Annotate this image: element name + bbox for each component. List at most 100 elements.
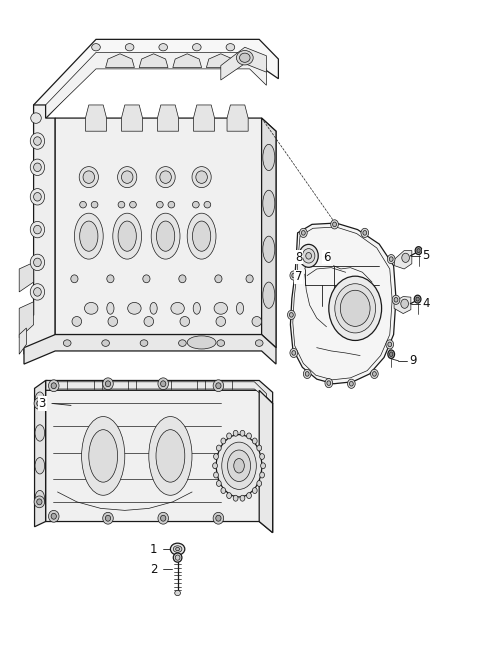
Ellipse shape [173, 553, 182, 562]
Ellipse shape [306, 253, 312, 259]
Ellipse shape [108, 316, 118, 327]
Ellipse shape [173, 546, 182, 552]
Ellipse shape [327, 380, 331, 385]
Ellipse shape [240, 430, 245, 436]
Text: 6: 6 [323, 251, 330, 264]
Ellipse shape [215, 275, 222, 283]
Ellipse shape [348, 379, 355, 388]
Ellipse shape [387, 255, 395, 264]
Ellipse shape [36, 400, 42, 406]
Ellipse shape [217, 340, 225, 346]
Ellipse shape [226, 43, 235, 51]
Ellipse shape [171, 302, 184, 314]
Ellipse shape [233, 495, 238, 501]
Polygon shape [394, 297, 411, 314]
Polygon shape [19, 328, 26, 354]
Ellipse shape [63, 340, 71, 346]
Ellipse shape [363, 231, 367, 235]
Polygon shape [139, 54, 168, 68]
Ellipse shape [92, 43, 100, 51]
Ellipse shape [30, 159, 45, 175]
Polygon shape [46, 52, 266, 118]
Ellipse shape [113, 213, 142, 259]
Ellipse shape [107, 302, 114, 314]
Ellipse shape [83, 171, 95, 183]
Ellipse shape [74, 213, 103, 259]
Ellipse shape [371, 369, 378, 379]
Ellipse shape [193, 302, 200, 314]
Polygon shape [19, 262, 34, 292]
Ellipse shape [227, 493, 231, 499]
Ellipse shape [302, 249, 315, 263]
Polygon shape [85, 105, 107, 131]
Polygon shape [52, 382, 266, 398]
Ellipse shape [390, 352, 393, 357]
Ellipse shape [222, 442, 256, 489]
Ellipse shape [196, 171, 207, 183]
Ellipse shape [187, 213, 216, 259]
Ellipse shape [30, 221, 45, 237]
Ellipse shape [179, 275, 186, 283]
Ellipse shape [227, 433, 231, 439]
Ellipse shape [221, 487, 226, 493]
Ellipse shape [340, 290, 370, 327]
Ellipse shape [36, 499, 42, 505]
Ellipse shape [300, 228, 307, 237]
Text: 8: 8 [295, 251, 302, 264]
Ellipse shape [180, 316, 190, 327]
Polygon shape [290, 223, 396, 384]
Polygon shape [46, 380, 273, 403]
Ellipse shape [213, 463, 217, 468]
Polygon shape [173, 54, 202, 68]
Ellipse shape [107, 275, 114, 283]
Ellipse shape [401, 299, 408, 308]
Ellipse shape [247, 433, 252, 439]
Ellipse shape [290, 348, 298, 358]
Ellipse shape [303, 369, 311, 379]
Text: 2: 2 [150, 563, 157, 576]
Ellipse shape [158, 378, 168, 390]
Ellipse shape [118, 201, 125, 208]
Ellipse shape [160, 171, 171, 183]
Polygon shape [193, 105, 215, 131]
Polygon shape [206, 54, 235, 68]
Ellipse shape [247, 493, 252, 499]
Ellipse shape [71, 275, 78, 283]
Ellipse shape [263, 236, 275, 262]
Ellipse shape [361, 228, 369, 237]
Ellipse shape [240, 495, 245, 501]
Polygon shape [395, 251, 412, 269]
Ellipse shape [260, 453, 264, 459]
Ellipse shape [221, 438, 226, 444]
Ellipse shape [170, 543, 185, 555]
Ellipse shape [82, 417, 125, 495]
Ellipse shape [236, 302, 244, 314]
Ellipse shape [128, 302, 141, 314]
Ellipse shape [394, 297, 398, 302]
Ellipse shape [414, 295, 421, 303]
Ellipse shape [263, 144, 275, 171]
Ellipse shape [121, 171, 133, 183]
Polygon shape [157, 105, 179, 131]
Ellipse shape [159, 43, 168, 51]
Ellipse shape [187, 336, 216, 349]
Ellipse shape [216, 316, 226, 327]
Ellipse shape [48, 380, 59, 392]
Ellipse shape [305, 371, 309, 377]
Ellipse shape [388, 350, 395, 358]
Ellipse shape [216, 383, 221, 388]
Ellipse shape [156, 430, 185, 482]
Text: 5: 5 [422, 249, 430, 262]
Ellipse shape [213, 512, 224, 524]
Ellipse shape [299, 245, 318, 268]
Ellipse shape [30, 133, 45, 150]
Ellipse shape [156, 167, 175, 188]
Ellipse shape [35, 425, 45, 441]
Ellipse shape [233, 430, 238, 436]
Ellipse shape [255, 340, 263, 346]
Ellipse shape [149, 417, 192, 495]
Ellipse shape [156, 201, 163, 208]
Polygon shape [262, 118, 276, 348]
Polygon shape [259, 390, 273, 533]
Ellipse shape [176, 547, 180, 551]
